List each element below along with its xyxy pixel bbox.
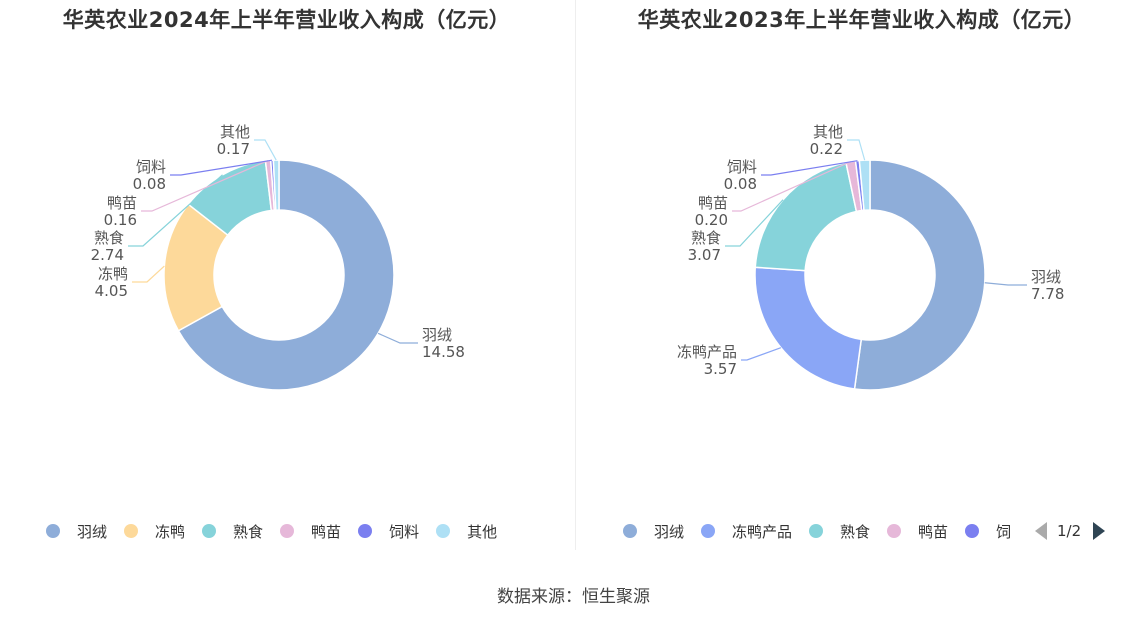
legend-marker xyxy=(623,524,637,538)
legend-marker xyxy=(202,524,217,538)
slice-label-name: 冻鸭产品 xyxy=(677,343,737,361)
slice-label-value: 4.05 xyxy=(95,282,128,300)
legend-marker xyxy=(280,524,295,538)
data-source-note: 数据来源：恒生聚源 xyxy=(497,587,650,607)
legend-next-page-icon[interactable] xyxy=(1093,522,1106,540)
pie-slice-0[interactable] xyxy=(177,159,395,391)
slice-label-value: 3.07 xyxy=(688,246,721,264)
slice-label-value: 14.58 xyxy=(422,343,465,361)
legend-label: 冻鸭 xyxy=(155,522,186,541)
legend-item[interactable]: 冻鸭产品 xyxy=(701,521,792,542)
legend-label: 冻鸭产品 xyxy=(732,522,793,541)
leader-line-5 xyxy=(254,139,277,161)
leader-line-4 xyxy=(761,160,858,176)
legend-label: 熟食 xyxy=(233,522,264,541)
slice-label-name: 羽绒 xyxy=(422,326,452,344)
pie-slice-2[interactable] xyxy=(754,161,858,272)
slice-label-value: 3.57 xyxy=(704,360,737,378)
leader-line-2 xyxy=(725,199,784,247)
pie-slice-1[interactable] xyxy=(754,266,863,390)
slice-label-name: 鸭苗 xyxy=(698,194,728,212)
slice-label-value: 0.22 xyxy=(810,140,843,158)
legend-label: 其他 xyxy=(467,522,498,541)
legend-label: 鸭苗 xyxy=(311,522,342,541)
legend-items: 羽绒 冻鸭产品 熟食 鸭苗 饲 xyxy=(623,521,1031,542)
slice-label-value: 0.17 xyxy=(217,140,250,158)
leader-line-4 xyxy=(170,159,273,176)
legend-label: 羽绒 xyxy=(77,522,108,541)
slice-label-name: 其他 xyxy=(220,123,250,141)
leader-line-0 xyxy=(984,282,1027,286)
slice-label-name: 羽绒 xyxy=(1031,268,1061,286)
legend-marker xyxy=(46,524,60,538)
leader-line-3 xyxy=(141,159,269,212)
slice-label-value: 0.08 xyxy=(724,175,757,193)
legend-marker xyxy=(809,524,824,538)
legend-page-indicator: 1/2 xyxy=(1057,522,1082,540)
legend-label: 羽绒 xyxy=(654,522,685,541)
legend-marker xyxy=(436,524,451,538)
slice-label-value: 0.08 xyxy=(133,175,166,193)
legend-marker xyxy=(887,524,902,538)
legend-label: 饲 xyxy=(996,522,1012,541)
chart-panel-2023: 华英农业2023年上半年营业收入构成（亿元） 羽绒 7.78 冻鸭产品 3.57 熟食 3… xyxy=(575,0,1147,560)
legend-marker xyxy=(124,524,139,538)
leader-line-1 xyxy=(741,347,782,361)
slice-label-value: 2.74 xyxy=(91,246,124,264)
slice-label-name: 饲料 xyxy=(727,158,757,176)
leader-line-1 xyxy=(132,265,165,283)
pie-slice-5[interactable] xyxy=(858,159,871,212)
legend-item[interactable]: 其他 xyxy=(436,521,497,542)
legend-item[interactable]: 羽绒 xyxy=(46,521,107,542)
legend-item[interactable]: 熟食 xyxy=(202,521,263,542)
slice-label-name: 熟食 xyxy=(94,229,124,247)
slice-label-name: 饲料 xyxy=(136,158,166,176)
legend-marker xyxy=(701,524,716,538)
leader-line-3 xyxy=(732,161,851,212)
slice-label-name: 鸭苗 xyxy=(107,194,137,212)
leader-line-0 xyxy=(377,332,418,344)
legend-item[interactable]: 冻鸭 xyxy=(124,521,185,542)
leader-line-5 xyxy=(847,139,866,161)
chart-title: 华英农业2024年上半年营业收入构成（亿元） xyxy=(62,8,511,32)
leader-line-2 xyxy=(128,174,223,247)
slice-label-name: 熟食 xyxy=(691,229,721,247)
legend-item[interactable]: 鸭苗 xyxy=(280,521,341,542)
chart-legend: 羽绒 冻鸭 熟食 鸭苗 饲料 其他 xyxy=(46,518,514,544)
slice-label-name: 其他 xyxy=(813,123,843,141)
panel-divider xyxy=(575,0,576,550)
pie-slice-5[interactable] xyxy=(272,159,280,211)
legend-prev-page-icon[interactable] xyxy=(1035,522,1047,540)
slice-label-name: 冻鸭 xyxy=(98,265,128,283)
chart-panel-2024: 华英农业2024年上半年营业收入构成（亿元） 羽绒 14.58 冻鸭 4.05 熟食 2.… xyxy=(0,0,573,560)
pie-slice-0[interactable] xyxy=(853,159,986,391)
legend-item[interactable]: 羽绒 xyxy=(623,521,684,542)
chart-legend: 羽绒 冻鸭产品 熟食 鸭苗 饲 1/2 xyxy=(623,518,1106,544)
legend-label: 饲料 xyxy=(389,522,420,541)
chart-title: 华英农业2023年上半年营业收入构成（亿元） xyxy=(637,8,1086,32)
legend-label: 鸭苗 xyxy=(918,522,949,541)
legend-pager: 1/2 xyxy=(1035,522,1106,540)
slice-label-value: 0.16 xyxy=(104,211,137,229)
legend-item[interactable]: 鸭苗 xyxy=(887,521,948,542)
legend-item[interactable]: 饲 xyxy=(965,521,1011,542)
legend-marker xyxy=(358,524,373,538)
legend-marker xyxy=(965,524,980,538)
legend-item[interactable]: 饲料 xyxy=(358,521,419,542)
slice-label-value: 0.20 xyxy=(695,211,728,229)
legend-label: 熟食 xyxy=(840,522,871,541)
slice-label-value: 7.78 xyxy=(1031,285,1064,303)
legend-item[interactable]: 熟食 xyxy=(809,521,870,542)
